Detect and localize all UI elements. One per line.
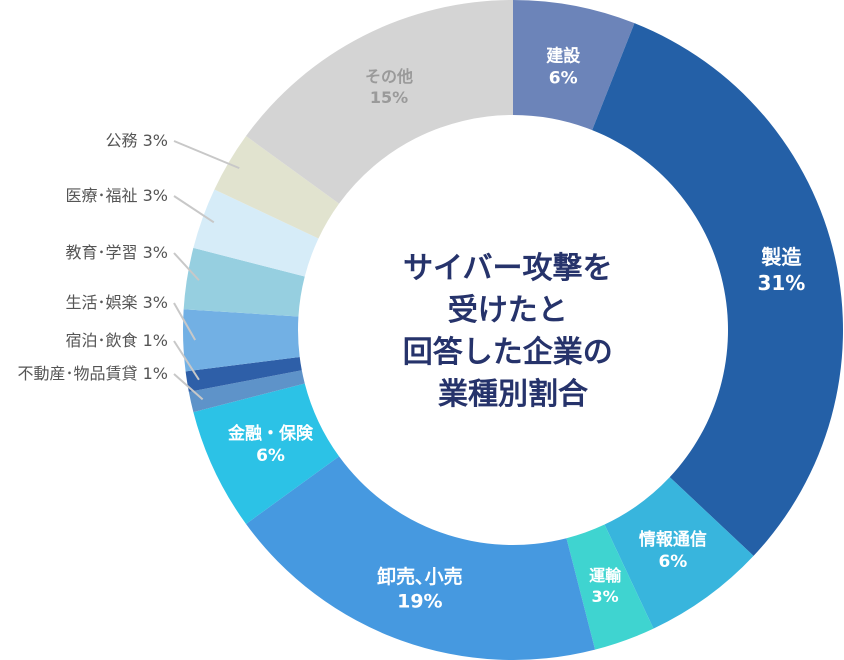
slice-label-value: 31% — [757, 271, 805, 295]
slice-label-6: 不動産･物品賃貸 1% — [18, 364, 168, 383]
leader-line-6 — [173, 373, 204, 401]
slice-0 — [513, 0, 635, 131]
slice-label-value: 15% — [370, 88, 408, 107]
slice-label-12: その他 15% — [365, 67, 413, 107]
slice-11 — [214, 136, 340, 239]
slice-labels: 建設 6%製造 31%情報通信 6%運輸 3%卸売､小売 19%金融・保険 6%不動産･物品… — [18, 46, 806, 613]
slice-5 — [193, 383, 340, 524]
slice-label-7: 宿泊･飲食 1% — [66, 331, 168, 350]
slice-label-value: 3% — [592, 587, 619, 606]
slice-label-1: 製造 31% — [757, 245, 805, 295]
slice-label-name: 卸売､小売 — [377, 565, 463, 588]
center-title-line-4: 業種別割合 — [438, 377, 588, 412]
slice-1 — [592, 23, 843, 556]
slice-4 — [246, 456, 596, 660]
slice-label-4: 卸売､小売 19% — [377, 565, 463, 613]
slice-8 — [182, 309, 300, 372]
slice-label-name: 運輸 — [589, 566, 622, 585]
slice-label-3: 運輸 3% — [589, 566, 622, 606]
slice-label-value: 6% — [549, 69, 578, 89]
slice-label-name: 金融・保険 — [227, 423, 314, 444]
slice-6 — [188, 370, 305, 413]
slice-label-name: その他 — [365, 67, 413, 86]
center-title-line-3: 回答した企業の — [403, 335, 613, 370]
slice-label-9: 教育･学習 3% — [66, 243, 168, 262]
slice-label-8: 生活･娯楽 3% — [66, 293, 168, 312]
center-title-line-2: 受けたと — [448, 293, 568, 328]
slice-label-value: 19% — [397, 591, 442, 613]
leader-line-9 — [173, 252, 200, 281]
slice-label-0: 建設 6% — [546, 46, 581, 89]
slice-2 — [604, 477, 754, 629]
leader-line-7 — [173, 340, 200, 381]
slice-label-10: 医療･福祉 3% — [66, 186, 168, 205]
center-title: サイバー攻撃を 受けたと 回答した企業の 業種別割合 — [403, 251, 623, 412]
slice-label-value: 6% — [256, 446, 285, 466]
slice-9 — [183, 247, 305, 317]
donut-slices — [182, 0, 843, 660]
slice-label-name: 情報通信 — [639, 529, 707, 550]
leader-line-10 — [173, 195, 215, 224]
slice-label-value: 6% — [658, 552, 687, 572]
slice-label-5: 金融・保険 6% — [227, 423, 314, 466]
slice-label-name: 建設 — [546, 46, 581, 67]
leader-lines — [173, 140, 240, 401]
center-title-line-1: サイバー攻撃を — [403, 251, 612, 286]
slice-label-name: 製造 — [761, 245, 802, 269]
slice-7 — [185, 356, 302, 392]
slice-label-11: 公務 3% — [106, 131, 168, 150]
leader-line-8 — [173, 302, 197, 341]
slice-12 — [246, 0, 513, 204]
slice-10 — [193, 189, 319, 277]
slice-3 — [566, 524, 654, 650]
leader-line-11 — [173, 140, 240, 170]
slice-label-2: 情報通信 6% — [639, 529, 707, 572]
